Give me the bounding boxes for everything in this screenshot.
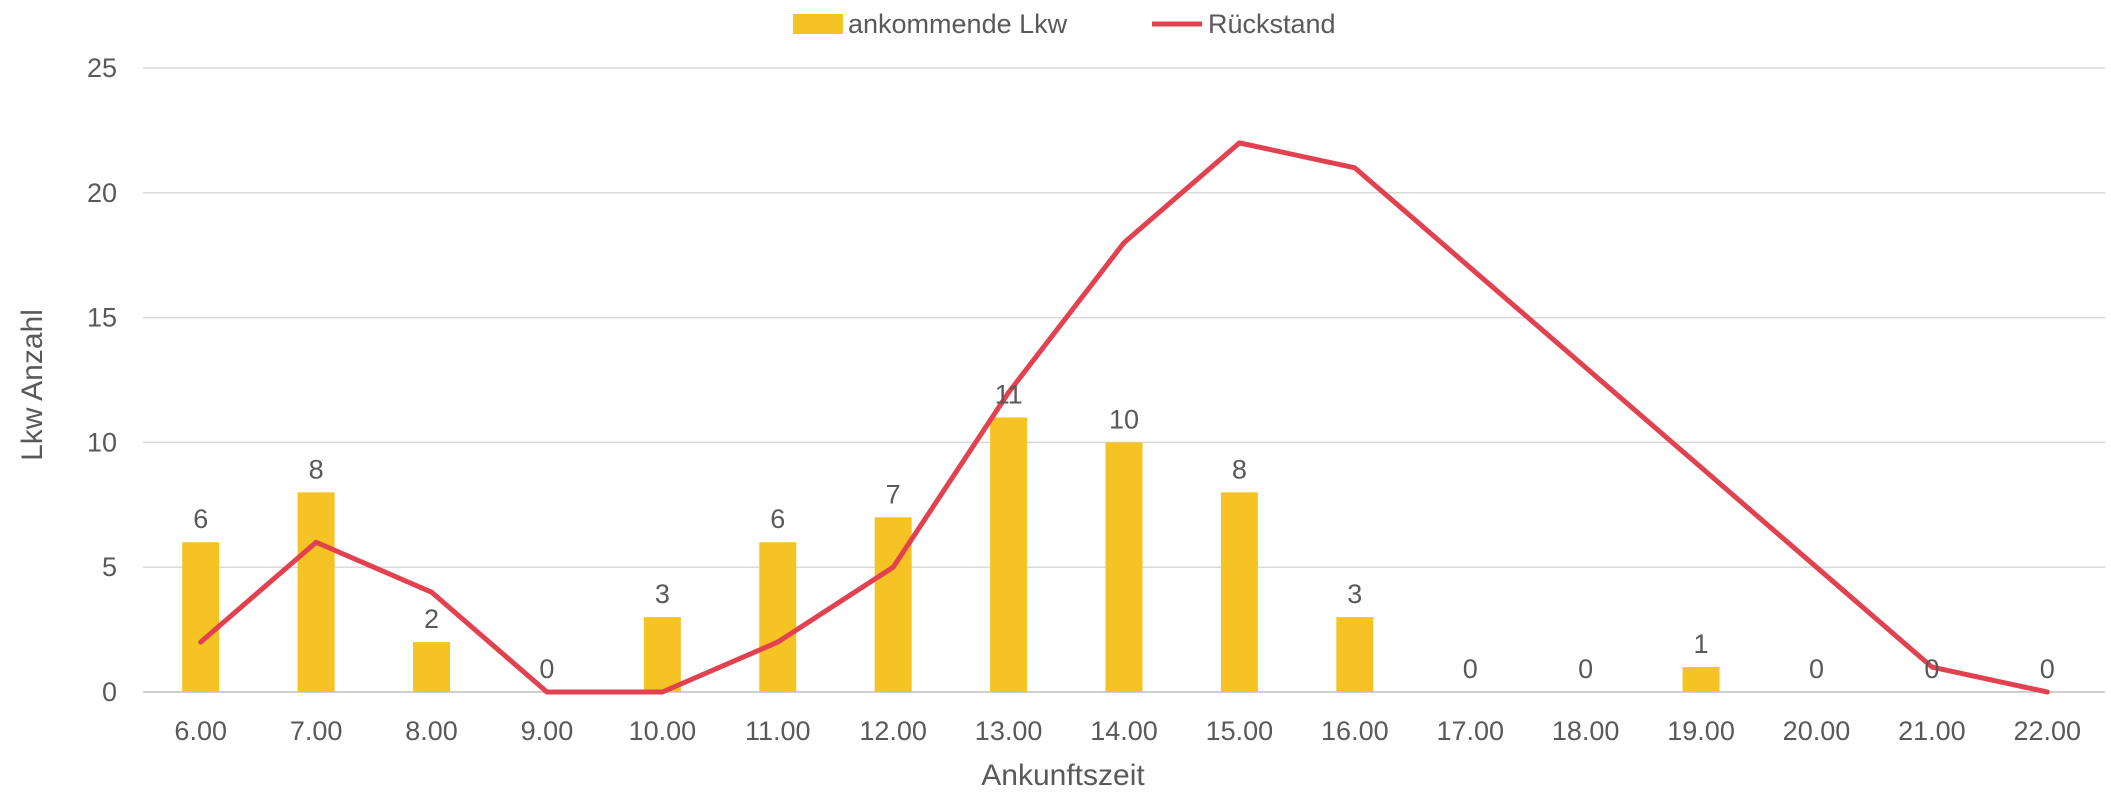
- legend-label-bar: ankommende Lkw: [848, 9, 1068, 39]
- x-tick-label: 12.00: [859, 716, 927, 746]
- y-tick-label: 15: [87, 303, 117, 333]
- bar: [1105, 442, 1143, 692]
- bar: [297, 492, 335, 692]
- bar-data-label: 3: [655, 579, 670, 609]
- x-axis-title: Ankunftszeit: [981, 759, 1145, 792]
- bar-data-label: 2: [424, 604, 439, 634]
- bar: [990, 417, 1028, 692]
- x-tick-label: 18.00: [1552, 716, 1620, 746]
- bar-data-label: 1: [1694, 629, 1709, 659]
- bar-data-label: 6: [193, 504, 208, 534]
- x-tick-label: 22.00: [2014, 716, 2082, 746]
- x-tick-label: 20.00: [1783, 716, 1851, 746]
- bar: [759, 542, 797, 692]
- x-tick-label: 6.00: [174, 716, 227, 746]
- bar-data-label: 0: [1578, 654, 1593, 684]
- y-tick-label: 0: [102, 677, 117, 707]
- y-tick-label: 20: [87, 178, 117, 208]
- x-tick-label: 14.00: [1090, 716, 1158, 746]
- x-tick-label: 21.00: [1898, 716, 1966, 746]
- legend-label-line: Rückstand: [1208, 9, 1336, 39]
- x-tick-label: 7.00: [290, 716, 343, 746]
- x-tick-label: 8.00: [405, 716, 458, 746]
- bar-data-label: 7: [886, 479, 901, 509]
- legend-swatch-bar: [793, 14, 843, 34]
- y-tick-label: 5: [102, 552, 117, 582]
- x-axis-ticks: 6.00 7.00 8.00 9.00 10.00 11.00 12.00 13.00 14.0…: [174, 716, 2081, 746]
- y-axis-ticks: 0 5 10 15 20 25: [87, 53, 117, 707]
- bar-data-label: 3: [1347, 579, 1362, 609]
- bar-data-label: 10: [1109, 404, 1139, 434]
- x-tick-label: 10.00: [629, 716, 697, 746]
- line-series: [198, 140, 2050, 695]
- bar-data-label: 11: [995, 379, 1023, 409]
- bar: [1220, 492, 1258, 692]
- x-tick-label: 19.00: [1667, 716, 1735, 746]
- bar: [413, 642, 451, 692]
- bar-data-label: 8: [309, 454, 324, 484]
- bar-series: [182, 417, 1720, 692]
- bar: [1336, 617, 1374, 692]
- bar-data-label: 6: [770, 504, 785, 534]
- legend: ankommende Lkw Rückstand: [793, 9, 1336, 39]
- y-axis-title: Lkw Anzahl: [16, 309, 49, 461]
- x-tick-label: 17.00: [1436, 716, 1504, 746]
- bar-data-label: 0: [1809, 654, 1824, 684]
- x-tick-label: 13.00: [975, 716, 1043, 746]
- bar-data-label: 8: [1232, 454, 1247, 484]
- x-tick-label: 11.00: [745, 716, 811, 746]
- bar: [643, 617, 681, 692]
- y-tick-label: 25: [87, 53, 117, 83]
- bar-data-label: 0: [1463, 654, 1478, 684]
- bar-data-label: 0: [2040, 654, 2055, 684]
- x-tick-label: 16.00: [1321, 716, 1389, 746]
- bar-data-label: 0: [1924, 654, 1939, 684]
- bar: [1682, 667, 1720, 692]
- x-tick-label: 9.00: [521, 716, 574, 746]
- bar-data-label: 0: [539, 654, 554, 684]
- bar: [182, 542, 220, 692]
- y-tick-label: 10: [87, 427, 117, 457]
- x-tick-label: 15.00: [1206, 716, 1274, 746]
